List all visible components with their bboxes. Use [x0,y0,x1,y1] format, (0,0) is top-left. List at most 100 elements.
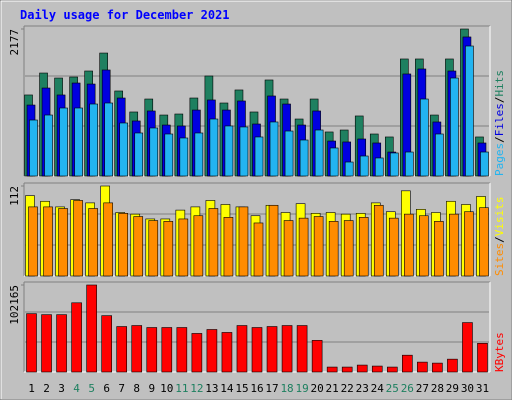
bar [268,204,279,277]
bar [176,327,188,373]
bar [356,364,368,373]
bar [386,366,398,373]
bar [119,122,129,177]
legend-entry: Files [493,103,506,136]
bar [449,213,459,277]
bar [405,151,414,177]
bar [311,340,323,373]
bar [388,217,399,277]
bar [178,218,189,277]
bar [284,130,294,177]
bar [326,366,338,373]
x-tick-label: 8 [133,382,140,395]
bar [161,327,173,373]
bar [89,103,98,177]
bar [329,147,339,177]
x-tick-label: 13 [205,382,218,395]
bar [238,206,249,277]
x-tick-label: 1 [28,382,35,395]
bar [373,204,384,277]
y-tick-label: 102165 [8,285,21,325]
x-tick-label: 23 [356,382,369,395]
bar [134,132,144,177]
y-tick-label: 112 [8,186,21,206]
x-tick-label: 14 [220,382,234,395]
bar [328,221,339,277]
chart-title: Daily usage for December 2021 [20,8,230,22]
bar [118,213,129,277]
bar [299,139,309,177]
bar [208,208,219,277]
legend-entry: Visits [493,197,506,237]
legend-entry: Sites [493,243,506,276]
x-tick-label: 2 [43,382,50,395]
bar [435,133,444,177]
x-tick-label: 3 [58,382,65,395]
bar [209,118,219,177]
bar [434,221,444,277]
legend: Sites/Visits [493,197,506,277]
x-tick-label: 12 [190,382,203,395]
x-tick-label: 24 [371,382,385,395]
bar [298,217,309,277]
bar [71,302,82,373]
bar [358,217,369,277]
x-tick-label: 4 [73,382,80,395]
bar [101,315,112,373]
x-tick-label: 25 [386,382,399,395]
bar [223,217,234,277]
bar [251,327,263,373]
bar [419,215,429,277]
x-tick-label: 26 [401,382,414,395]
x-tick-label: 19 [295,382,308,395]
bar [389,152,399,177]
bar [86,284,97,373]
x-tick-label: 20 [311,382,324,395]
bar [254,136,264,177]
bar [296,325,308,373]
bar [239,126,249,177]
bar [480,151,489,177]
legend-entry: Hits [493,70,506,97]
bar [224,125,234,177]
bar [341,366,353,373]
bar [462,322,473,373]
legend-separator: / [493,97,506,104]
legend-entry: Pages [493,143,506,176]
bar [163,221,174,277]
x-tick-label: 6 [103,382,110,395]
x-tick-label: 10 [160,382,173,395]
legend-separator: / [493,236,506,243]
bar [148,220,159,277]
bar [420,98,429,177]
x-tick-label: 18 [280,382,293,395]
bar [56,314,67,373]
bar [344,161,354,177]
bar [269,121,279,177]
x-tick-label: 22 [341,382,354,395]
x-tick-label: 21 [326,382,339,395]
bar [146,327,158,373]
bar [432,362,443,373]
bar [191,333,203,373]
bar [131,325,143,373]
bar [26,313,37,373]
bar [133,216,144,277]
bar [236,325,248,373]
bar [464,211,474,277]
bar [179,137,189,177]
bar [450,77,459,177]
x-tick-label: 30 [461,382,474,395]
bar [266,326,278,373]
x-tick-label: 5 [88,382,95,395]
bar [206,329,218,373]
bar [402,354,413,373]
legend: Pages/Files/Hits [493,70,506,176]
bar [164,133,174,177]
bar [465,45,474,177]
bar [29,119,38,177]
bar [74,107,83,177]
bar [447,358,458,373]
bar [343,220,354,277]
